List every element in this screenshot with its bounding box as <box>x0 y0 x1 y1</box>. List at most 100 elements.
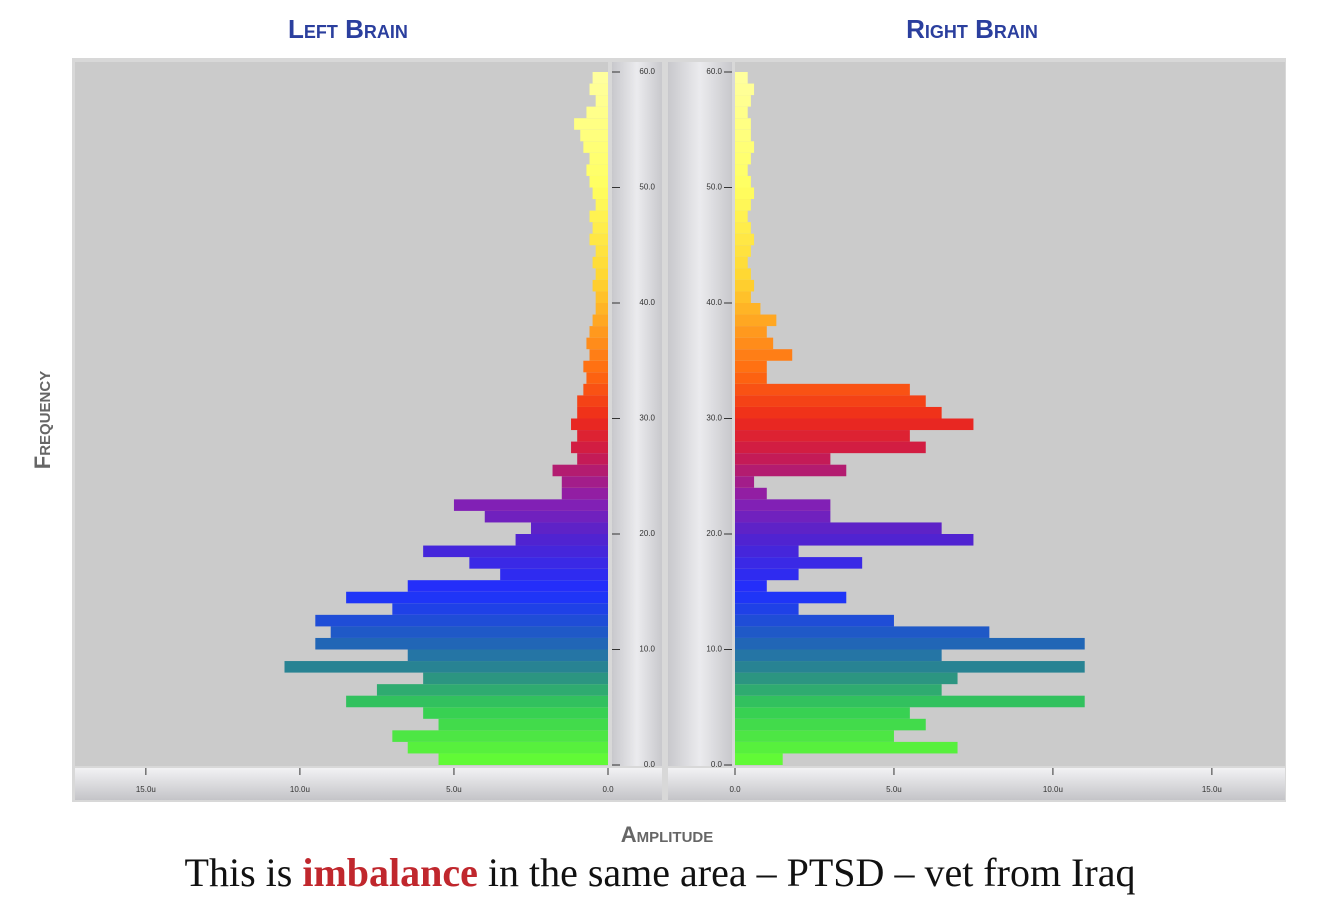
bar <box>735 695 1085 708</box>
x-tick-label: 10.0u <box>1043 785 1063 794</box>
bar <box>735 510 831 523</box>
bar <box>423 707 608 719</box>
right-x-strip <box>668 768 1285 800</box>
bar <box>469 557 608 569</box>
bar <box>592 72 608 84</box>
y-axis-label: Frequency <box>30 371 55 469</box>
bar <box>438 718 608 731</box>
bar <box>595 199 608 211</box>
bar <box>583 141 608 153</box>
bar <box>552 464 608 477</box>
bar <box>407 580 608 592</box>
bar <box>735 187 755 200</box>
x-tick-label: 5.0u <box>446 785 462 794</box>
bar <box>392 730 608 742</box>
bar <box>735 360 767 373</box>
bar <box>735 649 942 662</box>
bar <box>589 83 608 96</box>
bar <box>735 245 751 257</box>
bar <box>423 672 608 685</box>
bar <box>438 753 608 765</box>
bar <box>376 684 608 696</box>
right-axis-strip <box>668 62 732 766</box>
bar <box>500 568 608 581</box>
bar <box>735 545 799 558</box>
bar <box>595 303 608 315</box>
bar <box>735 175 751 188</box>
y-tick-label: 60.0 <box>639 67 655 76</box>
bar <box>735 83 755 96</box>
bar <box>735 118 751 130</box>
bar <box>592 314 608 327</box>
bar <box>735 661 1085 673</box>
bar <box>571 418 608 431</box>
bar <box>735 256 748 269</box>
bar <box>735 568 799 581</box>
bar <box>586 372 608 384</box>
x-tick-label: 0.0 <box>602 785 614 794</box>
bar <box>735 129 751 142</box>
bar <box>735 372 767 384</box>
bar <box>735 614 894 627</box>
bar <box>346 591 608 604</box>
bar <box>735 464 847 477</box>
bar <box>735 730 894 742</box>
bar <box>589 210 608 223</box>
bar <box>735 718 926 731</box>
bar <box>595 95 608 107</box>
bar <box>735 291 751 303</box>
left-axis-strip <box>612 62 662 766</box>
bar <box>586 337 608 350</box>
caption-highlight: imbalance <box>302 850 478 895</box>
bar <box>735 684 942 696</box>
y-tick-label: 40.0 <box>706 298 722 307</box>
y-tick-label: 30.0 <box>706 414 722 423</box>
y-tick-label: 30.0 <box>639 414 655 423</box>
bar <box>407 741 608 754</box>
bar <box>592 279 608 292</box>
y-tick-label: 40.0 <box>639 298 655 307</box>
bar <box>735 199 751 211</box>
bar <box>735 72 748 84</box>
bar <box>735 383 910 396</box>
bar <box>735 164 748 176</box>
x-tick-label: 5.0u <box>886 785 902 794</box>
bar <box>346 695 608 708</box>
bar <box>735 557 863 569</box>
caption: This is imbalance in the same area – PTS… <box>185 850 1136 895</box>
bar <box>577 406 608 419</box>
bar <box>330 626 608 638</box>
left-x-strip <box>75 768 662 800</box>
y-tick-label: 20.0 <box>706 529 722 538</box>
caption-part: in the same area – PTSD – vet from Iraq <box>478 850 1136 895</box>
bar <box>589 152 608 165</box>
y-tick-label: 0.0 <box>644 760 656 769</box>
bar <box>580 129 608 142</box>
bar <box>586 106 608 119</box>
bar <box>735 152 751 165</box>
bar <box>315 614 608 627</box>
bar <box>595 291 608 303</box>
bar <box>595 268 608 280</box>
bar <box>735 418 974 431</box>
bar <box>735 337 774 350</box>
bar <box>561 487 608 500</box>
x-tick-label: 10.0u <box>290 785 310 794</box>
bar <box>407 649 608 662</box>
bar <box>592 187 608 200</box>
y-tick-label: 0.0 <box>711 760 723 769</box>
y-tick-label: 50.0 <box>706 183 722 192</box>
bar <box>592 256 608 269</box>
bar <box>735 430 910 442</box>
bar <box>583 360 608 373</box>
bar <box>583 383 608 396</box>
bar <box>735 672 958 685</box>
bar <box>589 326 608 338</box>
bar <box>571 441 608 454</box>
bar <box>735 741 958 754</box>
x-tick-label: 0.0 <box>729 785 741 794</box>
bar <box>592 222 608 234</box>
bar <box>735 707 910 719</box>
x-axis-label: Amplitude <box>621 822 714 847</box>
